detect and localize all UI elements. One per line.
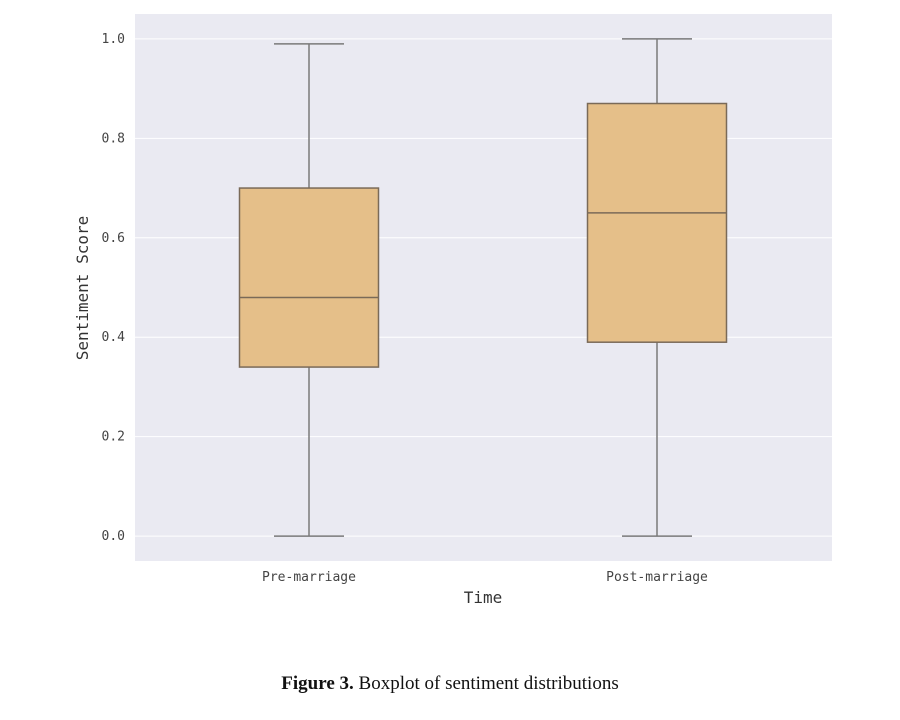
caption-text: Boxplot of sentiment distributions [358,673,619,694]
y-tick-label: 0.6 [102,231,125,246]
caption-label: Figure 3. [281,673,354,694]
y-axis-label: Sentiment Score [73,216,92,361]
box-group [238,38,728,537]
iqr-box [586,102,728,343]
y-tick-label: 0.8 [102,131,125,146]
x-tick-label: Post-marriage [606,570,708,585]
x-axis-label: Time [464,588,503,607]
y-tick-label: 0.2 [102,430,125,445]
y-tick-label: 0.4 [102,330,126,345]
y-tick-label: 0.0 [102,529,125,544]
y-axis-ticks: 0.0 0.2 0.4 0.6 0.8 1.0 [102,32,126,544]
y-tick-label: 1.0 [102,32,125,47]
figure-caption: Figure 3. Boxplot of sentiment distribut… [0,673,900,695]
x-tick-label: Pre-marriage [262,570,356,585]
x-axis-ticks: Pre-marriage Post-marriage [262,570,708,585]
box-post-marriage [586,38,728,537]
iqr-box [238,187,380,368]
box-pre-marriage [238,43,380,537]
